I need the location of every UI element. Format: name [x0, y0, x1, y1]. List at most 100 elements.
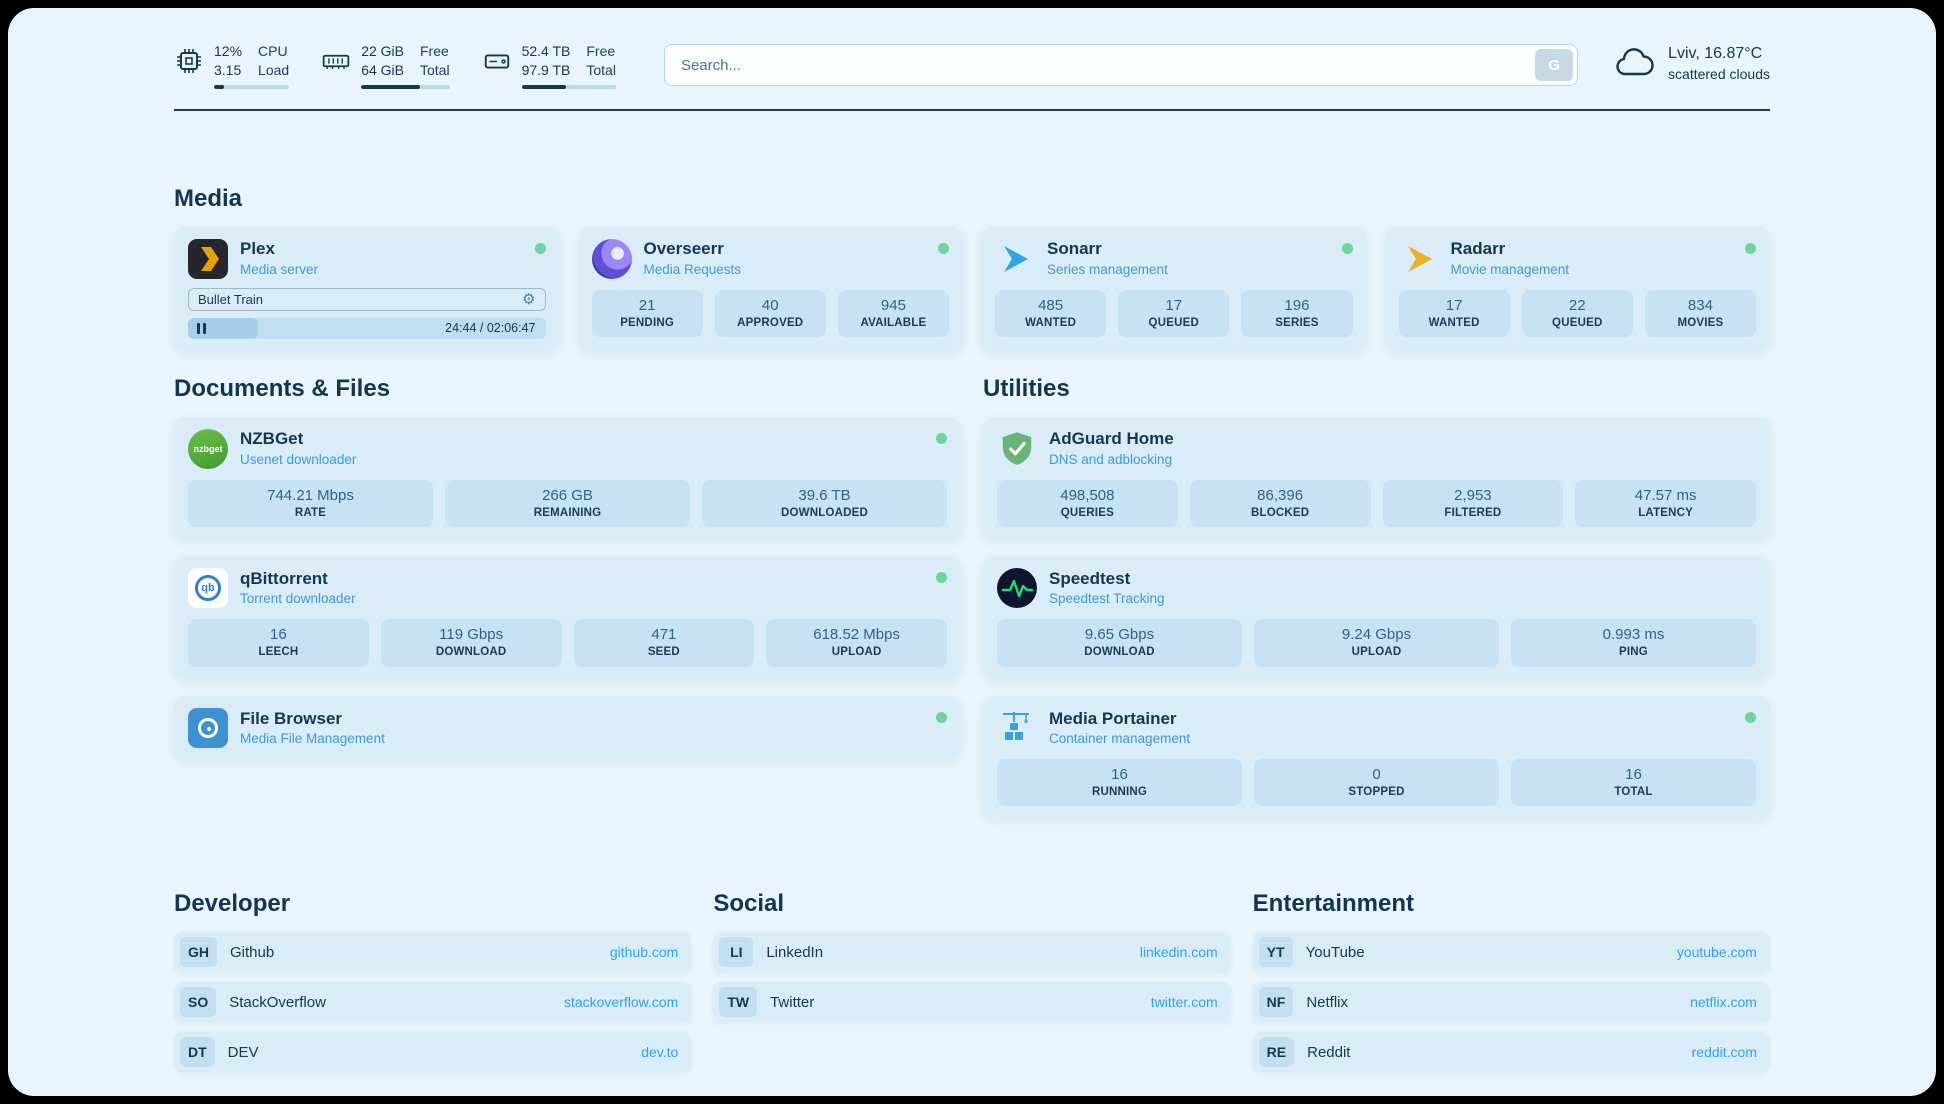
cpu-label-bottom: Load — [258, 61, 290, 78]
bookmark-name: Github — [230, 943, 275, 961]
stat-value: 834 — [1687, 296, 1713, 314]
app-subtitle: Usenet downloader — [240, 451, 357, 467]
stat-label: PENDING — [620, 316, 674, 329]
social-section-title: Social — [713, 890, 785, 918]
ram-stat-body: 22 GiB 64 GiB Free Total — [361, 42, 450, 89]
stat-value: 471 — [651, 626, 677, 644]
search-input[interactable] — [663, 44, 1579, 86]
sonarr-card[interactable]: Sonarr Series management 485 WANTED 17 Q… — [981, 226, 1367, 351]
bookmark-github[interactable]: GH Github github.com — [174, 932, 692, 973]
stat-value: 0.993 ms — [1602, 626, 1665, 644]
stat-label: BLOCKED — [1250, 506, 1310, 519]
playback-time: 24:44 / 02:06:47 — [445, 320, 536, 335]
app-name: Plex — [240, 239, 275, 259]
now-playing-title: Bullet Train — [198, 291, 264, 307]
adguard-card[interactable]: AdGuard Home DNS and adblocking 498,508 … — [983, 416, 1770, 540]
cloud-icon — [1616, 48, 1654, 76]
app-name: Radarr — [1450, 239, 1506, 259]
bookmark-reddit[interactable]: RE Reddit reddit.com — [1252, 1032, 1770, 1073]
stat-label: RUNNING — [1091, 785, 1148, 798]
nzbget-card[interactable]: nzbget NZBGet Usenet downloader 744.21 M… — [174, 416, 961, 540]
qbittorrent-icon-label: qb — [201, 582, 215, 595]
system-stats: 12% 3.15 CPU Load — [174, 42, 616, 89]
bookmark-name: Netflix — [1306, 993, 1349, 1011]
stat-value: 86,396 — [1257, 486, 1304, 504]
bookmark-dev[interactable]: DT DEV dev.to — [174, 1032, 692, 1073]
app-name: Speedtest — [1049, 569, 1131, 589]
stat-value: 17 — [1445, 296, 1463, 314]
search-engine-button[interactable]: G — [1535, 49, 1574, 81]
status-dot — [1745, 711, 1756, 723]
bookmark-linkedin[interactable]: LI LinkedIn linkedin.com — [713, 932, 1231, 973]
app-name: File Browser — [240, 708, 343, 728]
app-subtitle: DNS and adblocking — [1049, 451, 1173, 467]
stat-label: RATE — [294, 506, 327, 519]
bookmark-url: netflix.com — [1690, 994, 1757, 1011]
ram-free-value: 22 GiB — [361, 43, 404, 59]
stat-label: SEED — [647, 646, 680, 659]
ram-icon — [322, 54, 350, 69]
portainer-card[interactable]: Media Portainer Container management 16 … — [983, 695, 1770, 819]
bookmark-twitter[interactable]: TW Twitter twitter.com — [713, 982, 1231, 1023]
stat-label: LEECH — [258, 646, 299, 659]
status-dot — [936, 572, 947, 584]
disk-progress-bar — [521, 84, 616, 89]
stat-label: REMAINING — [533, 506, 602, 519]
stat-remaining: 266 GB REMAINING — [445, 479, 690, 528]
weather-widget: Lviv, 16.87°C scattered clouds — [1612, 44, 1770, 83]
speedtest-card[interactable]: Speedtest Speedtest Tracking 9.65 Gbps D… — [983, 556, 1770, 679]
stat-ping: 0.993 ms PING — [1511, 619, 1756, 667]
documents-section: Documents & Files nzbget NZBGet Usenet d… — [174, 375, 961, 760]
bookmark-stackoverflow[interactable]: SO StackOverflow stackoverflow.com — [174, 982, 692, 1023]
status-dot — [1341, 242, 1353, 254]
disk-icon — [484, 54, 509, 69]
filebrowser-card[interactable]: File Browser Media File Management — [174, 695, 961, 760]
stat-value: 40 — [761, 296, 779, 314]
stat-pending: 21 PENDING — [591, 289, 703, 338]
cpu-icon — [177, 49, 201, 73]
pause-icon[interactable] — [197, 322, 206, 334]
stat-upload: 9.24 Gbps UPLOAD — [1254, 619, 1499, 667]
bookmark-url: twitter.com — [1150, 994, 1218, 1011]
playback-progress-bar[interactable]: 24:44 / 02:06:47 — [188, 317, 546, 339]
bookmark-name: DEV — [227, 1043, 259, 1061]
stat-wanted: 17 WANTED — [1398, 289, 1510, 338]
stat-label: APPROVED — [737, 316, 804, 329]
bookmark-name: Twitter — [770, 993, 815, 1011]
stat-stopped: 0 STOPPED — [1254, 758, 1499, 807]
stat-movies: 834 MOVIES — [1644, 289, 1757, 338]
cpu-percent: 12% — [214, 43, 243, 59]
stat-label: MOVIES — [1677, 316, 1724, 329]
stat-queries: 498,508 QUERIES — [997, 479, 1178, 528]
utilities-section: Utilities AdGuard Home DNS and adblockin… — [983, 375, 1770, 819]
bookmark-name: Reddit — [1307, 1043, 1351, 1061]
qbittorrent-card[interactable]: qb qBittorrent Torrent downloader 16 LEE… — [174, 556, 961, 679]
plex-card[interactable]: Plex Media server Bullet Train ⚙ 24:44 /… — [174, 226, 560, 351]
header-divider — [174, 108, 1770, 111]
status-dot — [938, 242, 949, 254]
bookmark-badge: GH — [180, 937, 217, 968]
stat-value: 618.52 Mbps — [813, 626, 900, 644]
app-name: qBittorrent — [240, 569, 328, 589]
overseerr-icon — [591, 238, 632, 279]
bookmark-netflix[interactable]: NF Netflix netflix.com — [1252, 982, 1770, 1023]
radarr-card[interactable]: Radarr Movie management 17 WANTED 22 QUE… — [1384, 226, 1770, 351]
stat-value: 16 — [1111, 765, 1128, 783]
bookmark-name: StackOverflow — [229, 993, 326, 1011]
overseerr-card[interactable]: Overseerr Media Requests 21 PENDING 40 A… — [577, 226, 963, 351]
bookmark-youtube[interactable]: YT YouTube youtube.com — [1252, 932, 1770, 973]
developer-section-title: Developer — [174, 890, 291, 918]
stat-label: TOTAL — [1614, 785, 1653, 798]
gear-icon[interactable]: ⚙ — [522, 290, 536, 308]
stat-rate: 744.21 Mbps RATE — [188, 479, 433, 528]
stat-label: LATENCY — [1638, 506, 1694, 519]
search-bar: G — [663, 44, 1579, 86]
entertainment-section-title: Entertainment — [1252, 890, 1415, 918]
stat-label: UPLOAD — [831, 646, 882, 659]
status-dot — [936, 711, 947, 723]
sonarr-icon — [995, 239, 1035, 279]
stat-label: WANTED — [1025, 316, 1077, 329]
stat-total: 16 TOTAL — [1511, 758, 1756, 807]
stat-value: 0 — [1372, 765, 1381, 783]
utilities-section-title: Utilities — [983, 374, 1070, 402]
